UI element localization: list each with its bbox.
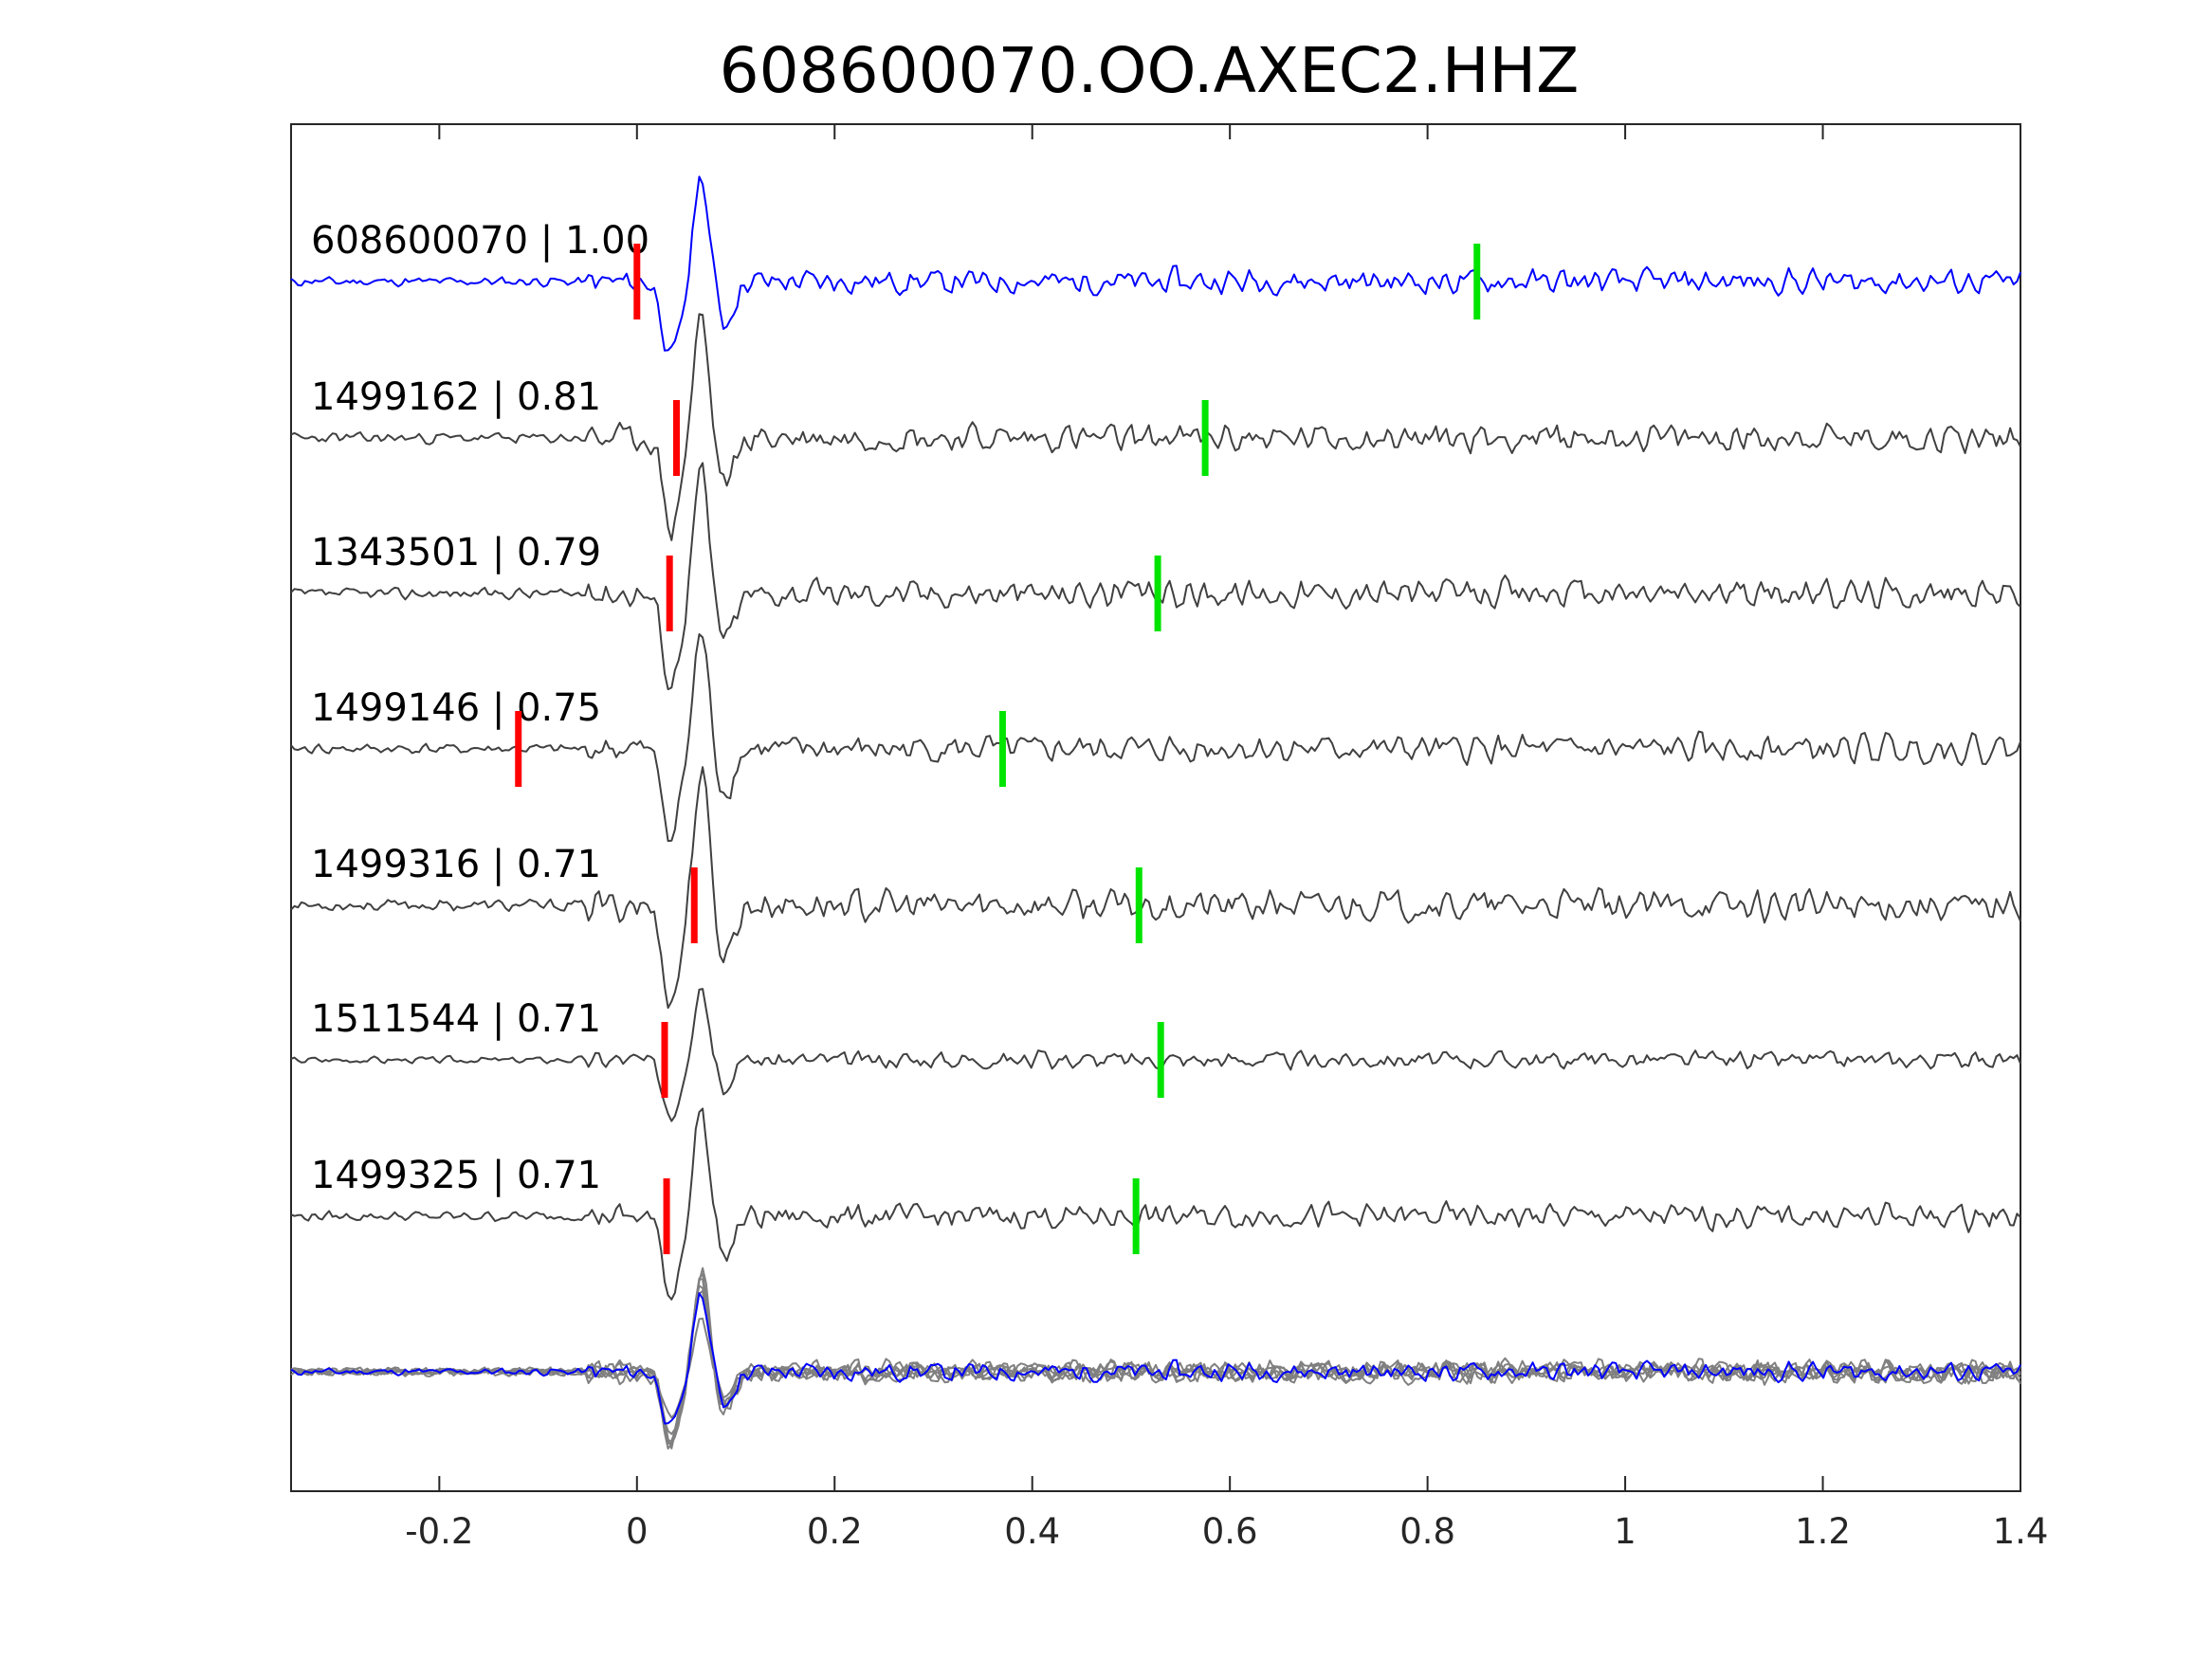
x-tick-label: 0.8 [1399,1511,1455,1552]
x-axis: -0.2 0 0.2 0.4 0.6 0.8 1 1.2 1.4 [405,124,2048,1552]
x-tick-label: -0.2 [405,1511,473,1552]
trace-1499146 [290,633,2021,843]
trace-label-1499316: 1499316 | 0.71 [311,843,601,886]
x-tick-label: 0.4 [1004,1511,1060,1552]
x-tick-label: 0.2 [807,1511,863,1552]
trace-1499325 [290,1107,2021,1301]
x-tick-label: 0.6 [1202,1511,1258,1552]
x-tick-label: 1 [1614,1511,1636,1552]
x-tick-label: 1.4 [1993,1511,2049,1552]
pick-markers [515,244,1481,1254]
x-tick-label: 0 [626,1511,649,1552]
trace-1499316 [290,766,2021,1010]
trace-label-1511544: 1511544 | 0.71 [311,997,601,1041]
trace-label-1499325: 1499325 | 0.71 [311,1154,601,1197]
trace-1499162 [290,313,2021,541]
stack-trace-1499316 [290,1267,2021,1450]
trace-label-1499146: 1499146 | 0.75 [311,686,601,730]
plot-area [290,123,2021,1492]
trace-labels: 608600070 | 1.00 1499162 | 0.81 1343501 | … [311,219,649,1197]
stack-overlay [290,1267,2021,1450]
stack-trace-608600070 [290,1292,2021,1425]
chart-title: 608600070.OO.AXEC2.HHZ [720,34,1580,107]
stack-trace-1499325 [290,1289,2021,1435]
stack-trace-1499146 [290,1285,2021,1442]
trace-label-1343501: 1343501 | 0.79 [311,531,601,574]
trace-1511544 [290,988,2021,1122]
trace-group [290,175,2021,1301]
trace-label-1499162: 1499162 | 0.81 [311,375,601,419]
trace-label-608600070: 608600070 | 1.00 [311,219,649,263]
trace-608600070 [290,175,2021,352]
x-tick-label: 1.2 [1795,1511,1851,1552]
stack-trace-1343501 [290,1272,2021,1445]
